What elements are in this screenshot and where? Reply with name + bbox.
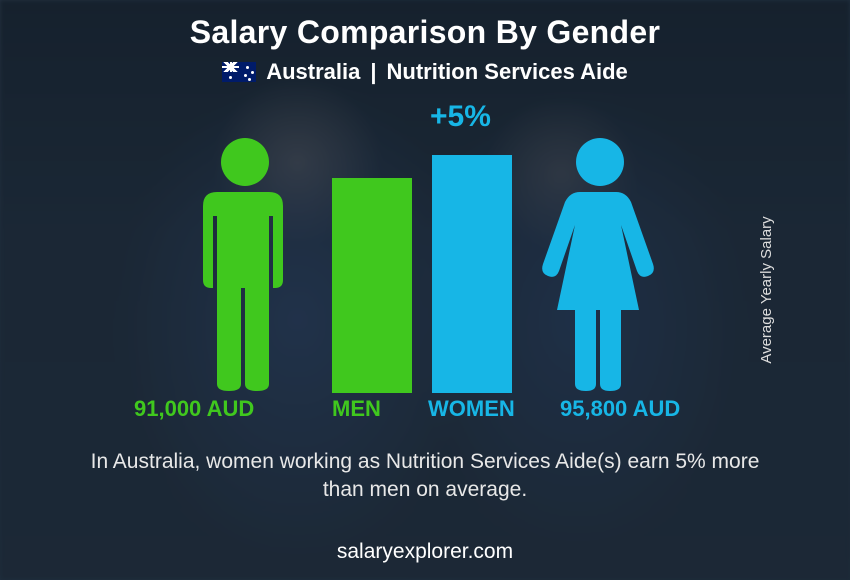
- australia-flag-icon: [222, 62, 256, 82]
- women-label: WOMEN: [428, 396, 515, 422]
- subtitle-separator: |: [370, 59, 376, 85]
- women-salary-value: 95,800 AUD: [560, 396, 680, 422]
- labels-row: 91,000 AUD MEN WOMEN 95,800 AUD: [0, 396, 850, 428]
- description-text: In Australia, women working as Nutrition…: [80, 448, 770, 505]
- men-bar: [332, 178, 412, 393]
- subtitle: Australia | Nutrition Services Aide: [0, 59, 850, 85]
- y-axis-label: Average Yearly Salary: [758, 216, 775, 363]
- subtitle-role: Nutrition Services Aide: [387, 59, 628, 85]
- chart-area: 91,000 AUD MEN WOMEN 95,800 AUD: [0, 128, 850, 428]
- man-icon: [185, 136, 305, 391]
- woman-icon: [540, 136, 660, 391]
- infographic-content: Salary Comparison By Gender Australia | …: [0, 0, 850, 580]
- women-bar: [432, 155, 512, 393]
- men-label: MEN: [332, 396, 381, 422]
- footer-source: salaryexplorer.com: [0, 540, 850, 564]
- page-title: Salary Comparison By Gender: [0, 0, 850, 51]
- men-salary-value: 91,000 AUD: [134, 396, 254, 422]
- subtitle-country: Australia: [266, 59, 360, 85]
